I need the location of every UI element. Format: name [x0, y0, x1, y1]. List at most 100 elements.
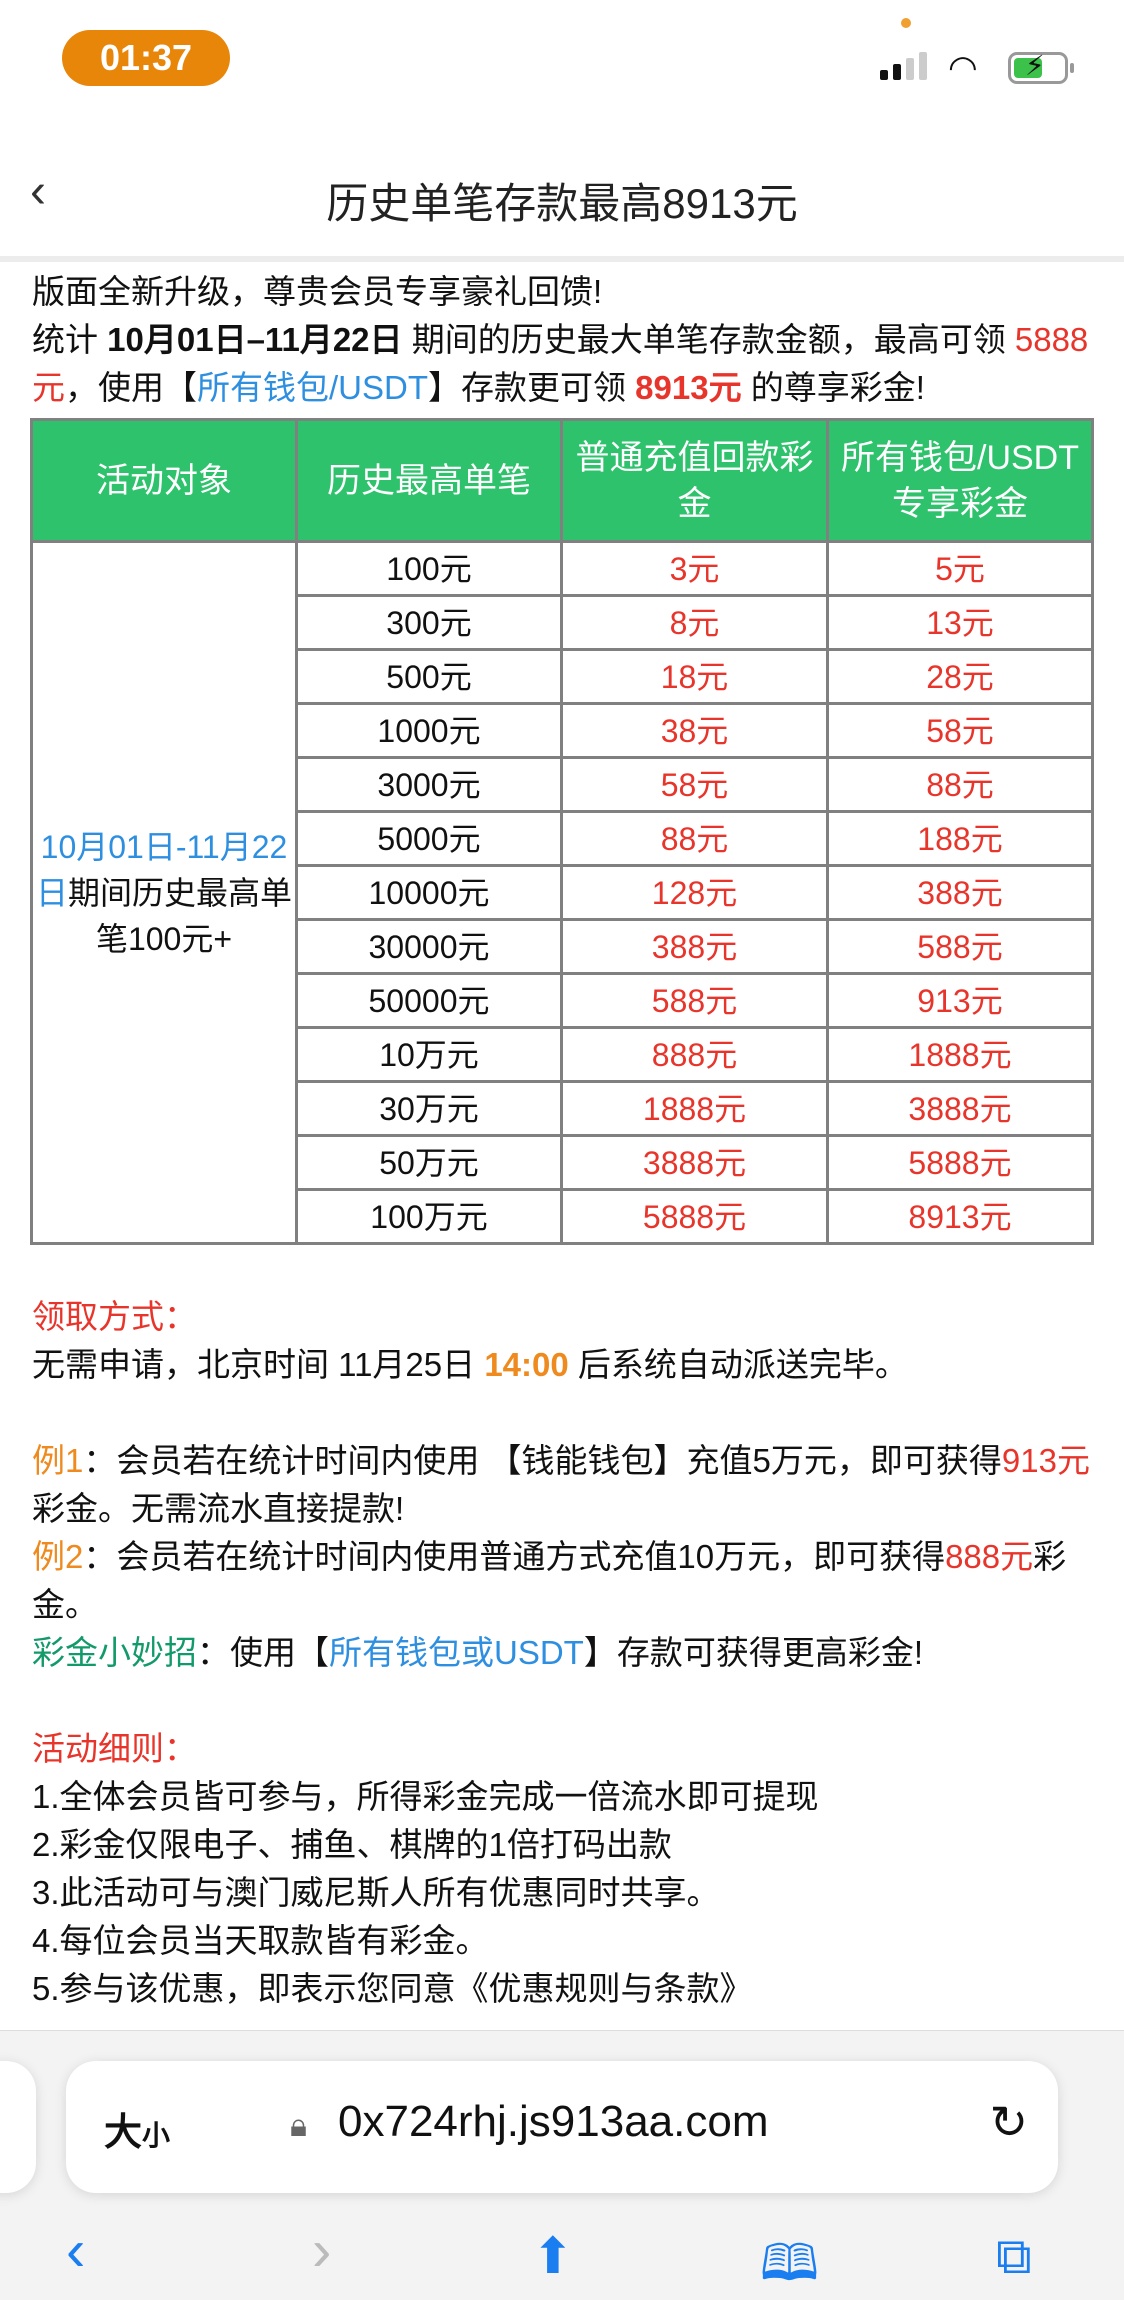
rules-list: 1.全体会员皆可参与，所得彩金完成一倍流水即可提现 2.彩金仅限电子、捕鱼、棋牌的…	[32, 1773, 1096, 2013]
table-row: 10万元 888元 1888元	[32, 1026, 1094, 1083]
text: 统计	[32, 321, 108, 358]
text: 的尊享彩金!	[741, 369, 925, 406]
text: 】存款可获得更高彩金!	[583, 1634, 924, 1671]
text: 无需申请，北京时间 11月25日	[32, 1346, 485, 1383]
text: ：会员若在统计时间内使用普通方式充值10万元，即可获得	[83, 1538, 946, 1575]
wallet-bonus-cell: 3888元	[826, 1080, 1094, 1137]
table-row: 1000元 38元 58元	[32, 702, 1094, 759]
wallet-bonus-cell: 8913元	[826, 1188, 1094, 1245]
normal-bonus-cell: 58元	[560, 756, 829, 813]
bookmarks-icon[interactable]: 🕮︎	[760, 2235, 819, 2291]
table-row: 50万元 3888元 5888元	[32, 1134, 1094, 1191]
example-label: 例1	[32, 1442, 84, 1479]
table-row: 300元 8元 13元	[32, 594, 1094, 651]
deposit-cell: 100万元	[295, 1188, 563, 1245]
wallet-bonus-cell: 88元	[826, 756, 1094, 813]
battery-charging-icon: ⚡	[1008, 50, 1074, 84]
wallet-bonus-cell: 58元	[826, 702, 1094, 759]
share-icon[interactable]: ⬆︎	[532, 2228, 574, 2284]
table-row: 10月01日-11月22日期间历史最高单笔100元+ 100元 3元 5元	[30, 540, 1094, 1245]
cellular-signal-icon	[880, 52, 927, 80]
claim-section: 领取方式： 无需申请，北京时间 11月25日 14:00 后系统自动派送完毕。	[32, 1293, 1096, 1389]
deposit-cell: 50万元	[295, 1134, 563, 1191]
text-size-button[interactable]: 大小	[104, 2101, 170, 2156]
back-arrow-icon[interactable]: ‹	[66, 2218, 86, 2283]
table-row: 10000元 128元 388元	[32, 864, 1094, 921]
normal-bonus-cell: 3888元	[560, 1134, 829, 1191]
rule-item: 1.全体会员皆可参与，所得彩金完成一倍流水即可提现	[32, 1778, 819, 1815]
wallet-bonus-cell: 588元	[826, 918, 1094, 975]
table-row: 50000元 588元 913元	[32, 972, 1094, 1029]
example-amount: 888元	[945, 1538, 1034, 1575]
header-wallet-bonus: 所有钱包/USDT专享彩金	[826, 418, 1094, 543]
table-row: 500元 18元 28元	[32, 648, 1094, 705]
rule-item: 2.彩金仅限电子、捕鱼、棋牌的1倍打码出款	[32, 1826, 672, 1863]
max-amount: 5888元	[32, 321, 1089, 406]
wallet-max-amount: 8913元	[635, 369, 742, 406]
chevron-left-icon[interactable]: ‹	[30, 165, 46, 218]
text: ：会员若在统计时间内使用 【钱能钱包】充值5万元，即可获得	[83, 1442, 1002, 1479]
deposit-cell: 5000元	[295, 810, 563, 867]
page-title: 历史单笔存款最高8913元	[326, 180, 798, 227]
normal-bonus-cell: 38元	[560, 702, 829, 759]
normal-bonus-cell: 88元	[560, 810, 829, 867]
header-max-deposit: 历史最高单笔	[295, 418, 563, 543]
address-bar[interactable]: 大小 🔒︎ 0x724rhj.js913aa.com ↻	[66, 2061, 1058, 2193]
wallet-bonus-cell: 5元	[826, 540, 1094, 597]
deposit-cell: 100元	[295, 540, 563, 597]
target-cell: 10月01日-11月22日期间历史最高单笔100元+	[30, 540, 298, 1245]
wallet-bonus-cell: 188元	[826, 810, 1094, 867]
example-label: 例2	[32, 1538, 84, 1575]
intro-paragraph: 统计 10月01日–11月22日 期间的历史最大单笔存款金额，最高可领 5888…	[32, 316, 1096, 412]
rule-item: 4.每位会员当天取款皆有彩金。	[32, 1922, 489, 1959]
wallet-link: 所有钱包/USDT	[197, 369, 428, 406]
rules-heading: 活动细则：	[32, 1730, 197, 1767]
normal-bonus-cell: 5888元	[560, 1188, 829, 1245]
previous-tab-peek[interactable]	[0, 2061, 36, 2193]
text: 小	[142, 2120, 171, 2151]
lock-icon: 🔒︎	[290, 2107, 308, 2143]
normal-bonus-cell: 8元	[560, 594, 829, 651]
text: ，使用【	[65, 369, 197, 406]
claim-time: 14:00	[484, 1346, 569, 1383]
normal-bonus-cell: 1888元	[560, 1080, 829, 1137]
privacy-indicator-dot	[901, 18, 911, 28]
nav-bar: ‹ 历史单笔存款最高8913元	[0, 150, 1124, 262]
text: 彩金。	[32, 1538, 1067, 1623]
normal-bonus-cell: 18元	[560, 648, 829, 705]
normal-bonus-cell: 388元	[560, 918, 829, 975]
wallet-bonus-cell: 13元	[826, 594, 1094, 651]
wallet-bonus-cell: 913元	[826, 972, 1094, 1029]
target-text: 期间历史最高单笔100元+	[68, 874, 293, 957]
reload-icon[interactable]: ↻	[989, 2096, 1028, 2148]
date-range: 10月01日–11月22日	[107, 321, 403, 358]
text: 彩金。无需流水直接提款!	[32, 1490, 405, 1527]
deposit-cell: 300元	[295, 594, 563, 651]
wallet-bonus-cell: 1888元	[826, 1026, 1094, 1083]
example-amount: 913元	[1001, 1442, 1090, 1479]
rule-item: 3.此活动可与澳门威尼斯人所有优惠同时共享。	[32, 1874, 720, 1911]
normal-bonus-cell: 3元	[560, 540, 829, 597]
tabs-icon[interactable]: ⧉	[996, 2228, 1032, 2284]
header-normal-bonus: 普通充值回款彩金	[560, 418, 829, 543]
url-text[interactable]: 0x724rhj.js913aa.com	[338, 2097, 769, 2146]
deposit-cell: 500元	[295, 648, 563, 705]
wifi-icon: ◠	[948, 49, 978, 87]
deposit-cell: 50000元	[295, 972, 563, 1029]
target-date: 10月01日-11月22日	[35, 828, 288, 911]
normal-bonus-cell: 128元	[560, 864, 829, 921]
deposit-cell: 10万元	[295, 1026, 563, 1083]
tip-label: 彩金小妙招	[32, 1634, 197, 1671]
table-row: 30000元 388元 588元	[32, 918, 1094, 975]
example-1: 例1：会员若在统计时间内使用 【钱能钱包】充值5万元，即可获得913元彩金。无需…	[32, 1437, 1096, 1533]
rule-item: 5.参与该优惠，即表示您同意《优惠规则与条款》	[32, 1970, 753, 2007]
forward-arrow-icon[interactable]: ›	[312, 2218, 332, 2283]
example-2: 例2：会员若在统计时间内使用普通方式充值10万元，即可获得888元彩金。	[32, 1533, 1096, 1629]
deposit-cell: 10000元	[295, 864, 563, 921]
text: ：使用【	[197, 1634, 329, 1671]
claim-heading: 领取方式：	[32, 1298, 197, 1335]
text: 大	[104, 2112, 143, 2154]
deposit-cell: 1000元	[295, 702, 563, 759]
browser-toolbar: 大小 🔒︎ 0x724rhj.js913aa.com ↻ ‹ › ⬆︎ 🕮︎ ⧉	[0, 2030, 1124, 2300]
text: 期间的历史最大单笔存款金额，最高可领	[402, 321, 1015, 358]
